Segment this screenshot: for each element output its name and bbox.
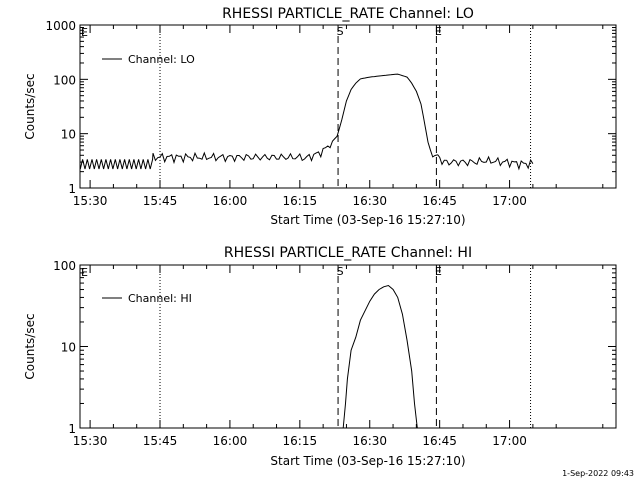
panel1-y-axis-label: Counts/sec — [23, 73, 37, 139]
panel1-corner-marker-label: E — [81, 26, 88, 39]
panel2-series-line — [342, 284, 418, 429]
panel2-x-tick-label: 15:30 — [73, 434, 108, 448]
panel2-legend-label: Channel: HI — [128, 292, 192, 305]
panel1-marker-label-e: E — [435, 25, 442, 38]
panel1-x-tick-label: 16:45 — [422, 194, 457, 208]
panel2-x-tick-label: 16:45 — [422, 434, 457, 448]
panel2-y-tick-label: 100 — [53, 259, 76, 273]
panel2-marker-label-e: E — [435, 265, 442, 278]
panel2-chart-title: RHESSI PARTICLE_RATE Channel: HI — [224, 245, 472, 261]
panel2-x-tick-label: 16:30 — [352, 434, 387, 448]
panel2-marker-label-s: S — [337, 265, 344, 278]
panel1-legend-label: Channel: LO — [128, 53, 195, 66]
panel2-y-axis-label: Counts/sec — [23, 313, 37, 379]
panel2-x-tick-label: 15:45 — [143, 434, 178, 448]
panel1-x-tick-label: 17:00 — [492, 194, 527, 208]
panel2-x-tick-label: 16:00 — [213, 434, 248, 448]
panel1-marker-label-s: S — [337, 25, 344, 38]
panel2-y-tick-label: 10 — [61, 341, 76, 355]
panel2-x-axis-label: Start Time (03-Sep-16 15:27:10) — [270, 454, 465, 468]
panel1-series-line — [79, 73, 534, 171]
panel1-x-tick-label: 15:30 — [73, 194, 108, 208]
panel1-x-tick-label: 16:30 — [352, 194, 387, 208]
panel1-x-axis-label: Start Time (03-Sep-16 15:27:10) — [270, 213, 465, 227]
panel1-x-tick-label: 16:00 — [213, 194, 248, 208]
panel2-y-tick-label: 1 — [68, 422, 76, 436]
footer-timestamp: 1-Sep-2022 09:43 — [562, 469, 634, 478]
panel1-y-tick-label: 100 — [53, 73, 76, 87]
panel1-chart-title: RHESSI PARTICLE_RATE Channel: LO — [222, 6, 474, 22]
panel1-y-tick-label: 1000 — [45, 19, 76, 33]
panel1-y-tick-label: 10 — [61, 128, 76, 142]
panel2-corner-marker-label: E — [81, 266, 88, 279]
panel2-x-tick-label: 16:15 — [283, 434, 318, 448]
panel2-x-tick-label: 17:00 — [492, 434, 527, 448]
panel1-y-tick-label: 1 — [68, 182, 76, 196]
panel1-x-tick-label: 15:45 — [143, 194, 178, 208]
panel1-x-tick-label: 16:15 — [283, 194, 318, 208]
panel1-plot-frame — [79, 24, 617, 189]
